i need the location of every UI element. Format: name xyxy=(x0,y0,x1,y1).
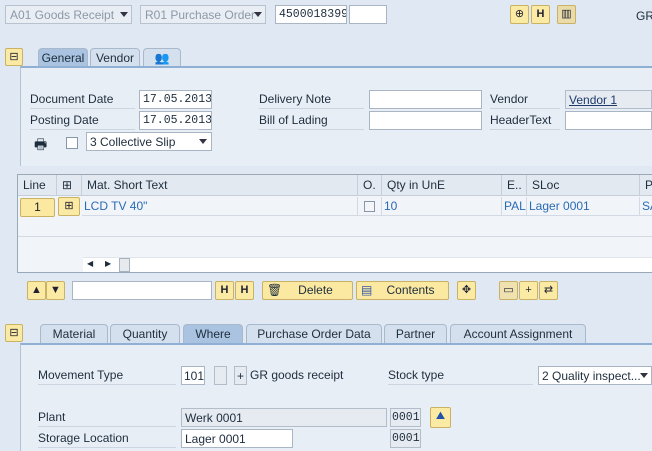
tab-account-assignment[interactable]: Account Assignment xyxy=(450,324,586,344)
delivery-note-label: Delivery Note xyxy=(259,90,364,109)
col-ok[interactable]: O. xyxy=(358,175,382,196)
search-input[interactable] xyxy=(72,281,212,300)
delete-label: Delete xyxy=(298,283,333,297)
find-next-icon[interactable]: H xyxy=(235,281,254,300)
trash-icon: 🗑 xyxy=(267,283,283,297)
toggle-detail-icon[interactable]: ⊟ xyxy=(5,324,23,342)
tree-icon: ⊞ xyxy=(62,178,73,192)
filter-icon[interactable]: ▼ xyxy=(46,281,65,300)
special-stock-input[interactable] xyxy=(214,366,227,385)
execute-icon[interactable]: ⊕ xyxy=(510,5,529,24)
header-text-label: HeaderText xyxy=(490,111,560,130)
tab-partners[interactable]: 👥 xyxy=(143,48,181,68)
delivery-note-input[interactable] xyxy=(369,90,482,109)
col-p[interactable]: P xyxy=(640,175,652,196)
action-value: A01 Goods Receipt xyxy=(10,8,115,22)
find-icon[interactable]: H xyxy=(215,281,234,300)
detail-panel xyxy=(20,343,652,451)
partners-icon: 👥 xyxy=(154,51,170,65)
storage-location-input[interactable]: Lager 0001 xyxy=(181,429,293,448)
tab-quantity[interactable]: Quantity xyxy=(110,324,180,344)
bill-of-lading-input[interactable] xyxy=(369,111,482,130)
horizontal-scrollbar[interactable]: ◀ ▶ xyxy=(83,257,652,272)
scroll-left-icon[interactable]: ◀ xyxy=(87,259,94,268)
layout-icon[interactable]: ▥ xyxy=(557,5,576,24)
unit-cell: PAL xyxy=(502,197,527,216)
add-item-icon[interactable]: + xyxy=(519,281,538,300)
col-qty[interactable]: Qty in UnE xyxy=(382,175,502,196)
document-date-label: Document Date xyxy=(30,90,135,109)
tab-partner[interactable]: Partner xyxy=(384,324,447,344)
vendor-label: Vendor xyxy=(490,90,560,109)
header-text-input[interactable] xyxy=(565,111,652,130)
material-cell: LCD TV 40" xyxy=(82,197,358,216)
storage-location-label: Storage Location xyxy=(38,429,176,448)
stock-type-label: Stock type xyxy=(388,366,533,385)
plant-name-field: Werk 0001 xyxy=(181,408,387,427)
col-sloc[interactable]: SLoc xyxy=(527,175,640,196)
transfer-icon[interactable]: ⇄ xyxy=(539,281,558,300)
row-divider xyxy=(18,236,652,237)
toggle-header-icon[interactable]: ⊟ xyxy=(5,48,23,66)
scroll-right-icon[interactable]: ▶ xyxy=(105,259,112,268)
binoculars-icon[interactable]: H xyxy=(531,5,550,24)
chevron-down-icon xyxy=(120,12,128,17)
movement-text: GR goods receipt xyxy=(250,368,344,382)
tab-material[interactable]: Material xyxy=(40,324,108,344)
plant-address-icon[interactable]: ⛰ xyxy=(430,407,451,428)
printer-icon: 🖶 xyxy=(34,136,48,152)
col-tree[interactable]: ⊞ xyxy=(57,175,82,196)
col-material[interactable]: Mat. Short Text xyxy=(82,175,358,196)
sort-icon[interactable]: ▲ xyxy=(27,281,46,300)
gr-label: GR xyxy=(636,9,652,23)
tab-general[interactable]: General xyxy=(38,48,88,68)
posting-date-label: Posting Date xyxy=(30,111,135,130)
print-checkbox[interactable] xyxy=(66,137,78,149)
reference-value: R01 Purchase Order xyxy=(145,8,256,22)
item-detail-icon[interactable]: ⊞ xyxy=(58,197,80,216)
item-ok-checkbox[interactable] xyxy=(364,201,375,212)
document-date-input[interactable]: 17.05.2013 xyxy=(139,90,212,109)
contents-label: Contents xyxy=(386,283,435,297)
action-dropdown[interactable]: A01 Goods Receipt xyxy=(5,5,132,24)
delete-button[interactable]: 🗑 Delete xyxy=(262,281,353,300)
print-option-value: 3 Collective Slip xyxy=(90,135,176,149)
p-cell: SA xyxy=(640,197,652,216)
storage-location-code-field: 0001 xyxy=(390,429,421,448)
stock-type-value: 2 Quality inspect... xyxy=(542,369,641,383)
tab-where[interactable]: Where xyxy=(183,324,243,344)
po-item-input[interactable] xyxy=(349,5,387,24)
sloc-cell: Lager 0001 xyxy=(527,197,640,216)
plant-code-field: 0001 xyxy=(390,408,421,427)
reference-dropdown[interactable]: R01 Purchase Order xyxy=(140,5,266,24)
tab-vendor[interactable]: Vendor xyxy=(90,48,140,68)
vendor-link[interactable]: Vendor 1 xyxy=(565,90,652,109)
print-option-dropdown[interactable]: 3 Collective Slip xyxy=(86,132,212,151)
plant-label: Plant xyxy=(38,408,176,427)
ok-cell xyxy=(358,197,382,216)
stock-type-dropdown[interactable]: 2 Quality inspect... xyxy=(538,366,652,385)
line-button[interactable]: 1 xyxy=(20,198,55,217)
qty-cell: 10 xyxy=(382,197,502,216)
tab-purchase-order-data[interactable]: Purchase Order Data xyxy=(246,324,382,344)
copy-item-icon[interactable]: ▭ xyxy=(499,281,518,300)
movement-type-label: Movement Type xyxy=(38,366,176,385)
expand-icon[interactable]: ✥ xyxy=(457,281,476,300)
movement-type-input[interactable]: 101 xyxy=(181,366,205,385)
bill-of-lading-label: Bill of Lading xyxy=(259,111,364,130)
chevron-down-icon xyxy=(640,373,648,378)
chevron-down-icon xyxy=(199,139,207,144)
contents-button[interactable]: ▤ Contents xyxy=(356,281,449,300)
posting-date-input[interactable]: 17.05.2013 xyxy=(139,111,212,130)
items-table: Line ⊞ Mat. Short Text O. Qty in UnE E..… xyxy=(17,174,652,273)
chevron-down-icon xyxy=(254,12,262,17)
movement-sign: + xyxy=(234,366,247,385)
col-line[interactable]: Line xyxy=(18,175,57,196)
col-unit[interactable]: E.. xyxy=(502,175,527,196)
scroll-thumb[interactable] xyxy=(119,258,130,272)
po-number-input[interactable]: 4500018399 xyxy=(275,5,347,24)
contents-icon: ▤ xyxy=(361,283,373,297)
